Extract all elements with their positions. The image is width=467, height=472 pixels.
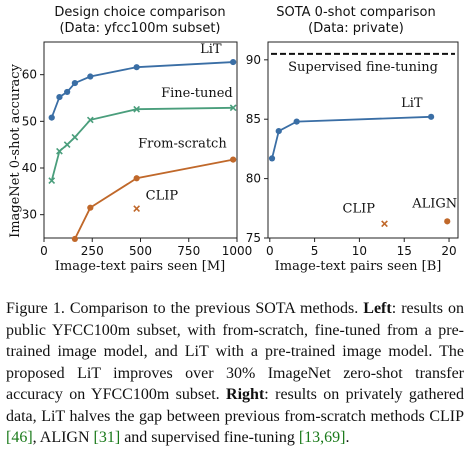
left-fine-tuned-point-6 (229, 104, 237, 112)
left-from-scratch-point-2 (133, 175, 140, 182)
caption-text-5: and supervised fine-tuning (120, 429, 299, 446)
right-x-tick-label-0: 0 (266, 244, 274, 258)
citation-supervised[interactable]: [13,69] (298, 429, 346, 446)
right-lit-label: LiT (401, 96, 423, 111)
left-x-tick-label-0: 0 (40, 244, 48, 258)
left-y-tick-label-0: 30 (22, 208, 37, 222)
right-x-tick-label-4: 20 (441, 244, 456, 258)
caption-left-label: Left (363, 300, 392, 317)
figure: Design choice comparison (Data: yfcc100m… (8, 5, 459, 274)
right-lit-point-0 (268, 155, 276, 162)
left-from-scratch-point-0 (71, 235, 78, 243)
left-fine-tuned-point-6-stroke-b (229, 104, 237, 112)
left-lit-point-1 (56, 93, 63, 101)
left-fine-tuned-point-1 (56, 147, 63, 155)
left-lit-point-6 (230, 58, 237, 66)
right-plot-frame (267, 41, 459, 239)
right-reference-line-label: Supervised fine-tuning (288, 60, 438, 75)
right-x-tick-label-1: 5 (311, 244, 319, 258)
right-chart-title: SOTA 0-shot comparison (276, 5, 436, 20)
left-x-tick-label-3: 750 (177, 244, 200, 258)
left-chart-title: Design choice comparison (54, 5, 225, 20)
left-chart-subtitle: (Data: yfcc100m subset) (59, 21, 220, 36)
left-y-tick-label-3: 60 (22, 68, 37, 82)
left-fine-tuned-point-5 (133, 105, 141, 113)
left-fine-tuned-label: Fine-tuned (161, 86, 233, 101)
right-align-point-0 (444, 218, 451, 225)
left-x-tick-label-1: 250 (81, 244, 104, 258)
left-from-scratch-label: From-scratch (138, 137, 227, 152)
left-fine-tuned-point-2 (63, 141, 71, 149)
left-from-scratch-point-3 (230, 156, 237, 163)
right-clip-point-0-stroke-b (381, 220, 388, 228)
right-lit-line (271, 115, 432, 159)
caption-right-label: Right (226, 386, 265, 403)
citation-align[interactable]: [31] (93, 429, 121, 446)
left-lit-point-3 (71, 79, 78, 87)
right-y-tick-label-1: 80 (246, 172, 261, 186)
caption-text-4: , ALIGN (32, 429, 94, 446)
left-from-scratch-point-1 (87, 204, 94, 211)
right-y-tick-label-2: 85 (246, 112, 261, 126)
right-y-tick-label-0: 75 (246, 231, 261, 245)
right-clip-point-0 (381, 220, 388, 228)
left-y-tick-label-1: 40 (22, 161, 37, 175)
citation-clip[interactable]: [46] (6, 429, 33, 446)
left-lit-point-5 (133, 64, 140, 71)
left-clip-point-0-stroke-b (133, 205, 141, 212)
left-x-tick-label-2: 500 (129, 244, 152, 258)
left-fine-tuned-point-1-stroke-b (56, 147, 63, 155)
left-fine-tuned-point-4-stroke-b (86, 116, 94, 124)
left-clip-point-0 (133, 205, 141, 212)
left-x-axis-label: Image-text pairs seen [M] (55, 259, 226, 274)
right-lit-point-2 (293, 118, 300, 125)
left-fine-tuned-point-4 (86, 116, 94, 124)
left-fine-tuned-point-2-stroke-b (63, 141, 71, 149)
left-y-tick-label-2: 50 (22, 114, 37, 128)
caption-text-3: : results on privately gathered data, Li… (6, 386, 464, 425)
right-lit-point-3 (428, 113, 435, 120)
caption-text-2: : results on public YFCC100m subset, wit… (6, 300, 465, 403)
left-lit-label: LiT (200, 42, 222, 57)
left-chart: Design choice comparison (Data: yfcc100m… (8, 5, 252, 274)
caption-figure-number: Figure 1. (6, 300, 65, 317)
right-chart-marks: 0 5 10 15 20 75 80 85 90 Supervised fine-tuning Li… (246, 53, 457, 258)
left-chart-marks: 0 250 500 750 1000 30 40 50 60 LiT Fine-tuned From-… (22, 42, 253, 258)
left-fine-tuned-point-0-stroke-b (48, 177, 56, 184)
left-clip-label: CLIP (146, 189, 179, 204)
left-y-axis-label: ImageNet 0-shot accuracy (8, 63, 23, 237)
caption-text-1: Comparison to the previous SOTA methods. (64, 300, 364, 317)
left-x-tick-label-4: 1000 (222, 244, 253, 258)
left-lit-point-4 (87, 73, 94, 80)
right-chart-subtitle: (Data: private) (308, 21, 404, 36)
left-from-scratch-line (74, 158, 234, 240)
right-clip-label: CLIP (343, 202, 376, 217)
caption-text-6: . (345, 429, 350, 446)
right-align-label: ALIGN (411, 196, 457, 211)
left-fine-tuned-point-0 (48, 177, 56, 184)
left-lit-point-0 (48, 114, 55, 121)
right-y-tick-label-3: 90 (246, 53, 261, 67)
left-fine-tuned-point-3 (71, 133, 79, 141)
right-chart: SOTA 0-shot comparison (Data: private) I… (246, 5, 459, 274)
figure-caption: Figure 1. Comparison to the previous SOT… (6, 298, 464, 449)
left-lit-point-2 (64, 88, 71, 96)
right-x-axis-label: Image-text pairs seen [B] (275, 259, 442, 274)
left-fine-tuned-point-5-stroke-b (133, 105, 141, 113)
right-x-tick-label-3: 15 (397, 244, 412, 258)
right-x-tick-label-2: 10 (352, 244, 367, 258)
left-fine-tuned-point-3-stroke-b (71, 133, 79, 141)
right-lit-point-1 (275, 127, 282, 135)
